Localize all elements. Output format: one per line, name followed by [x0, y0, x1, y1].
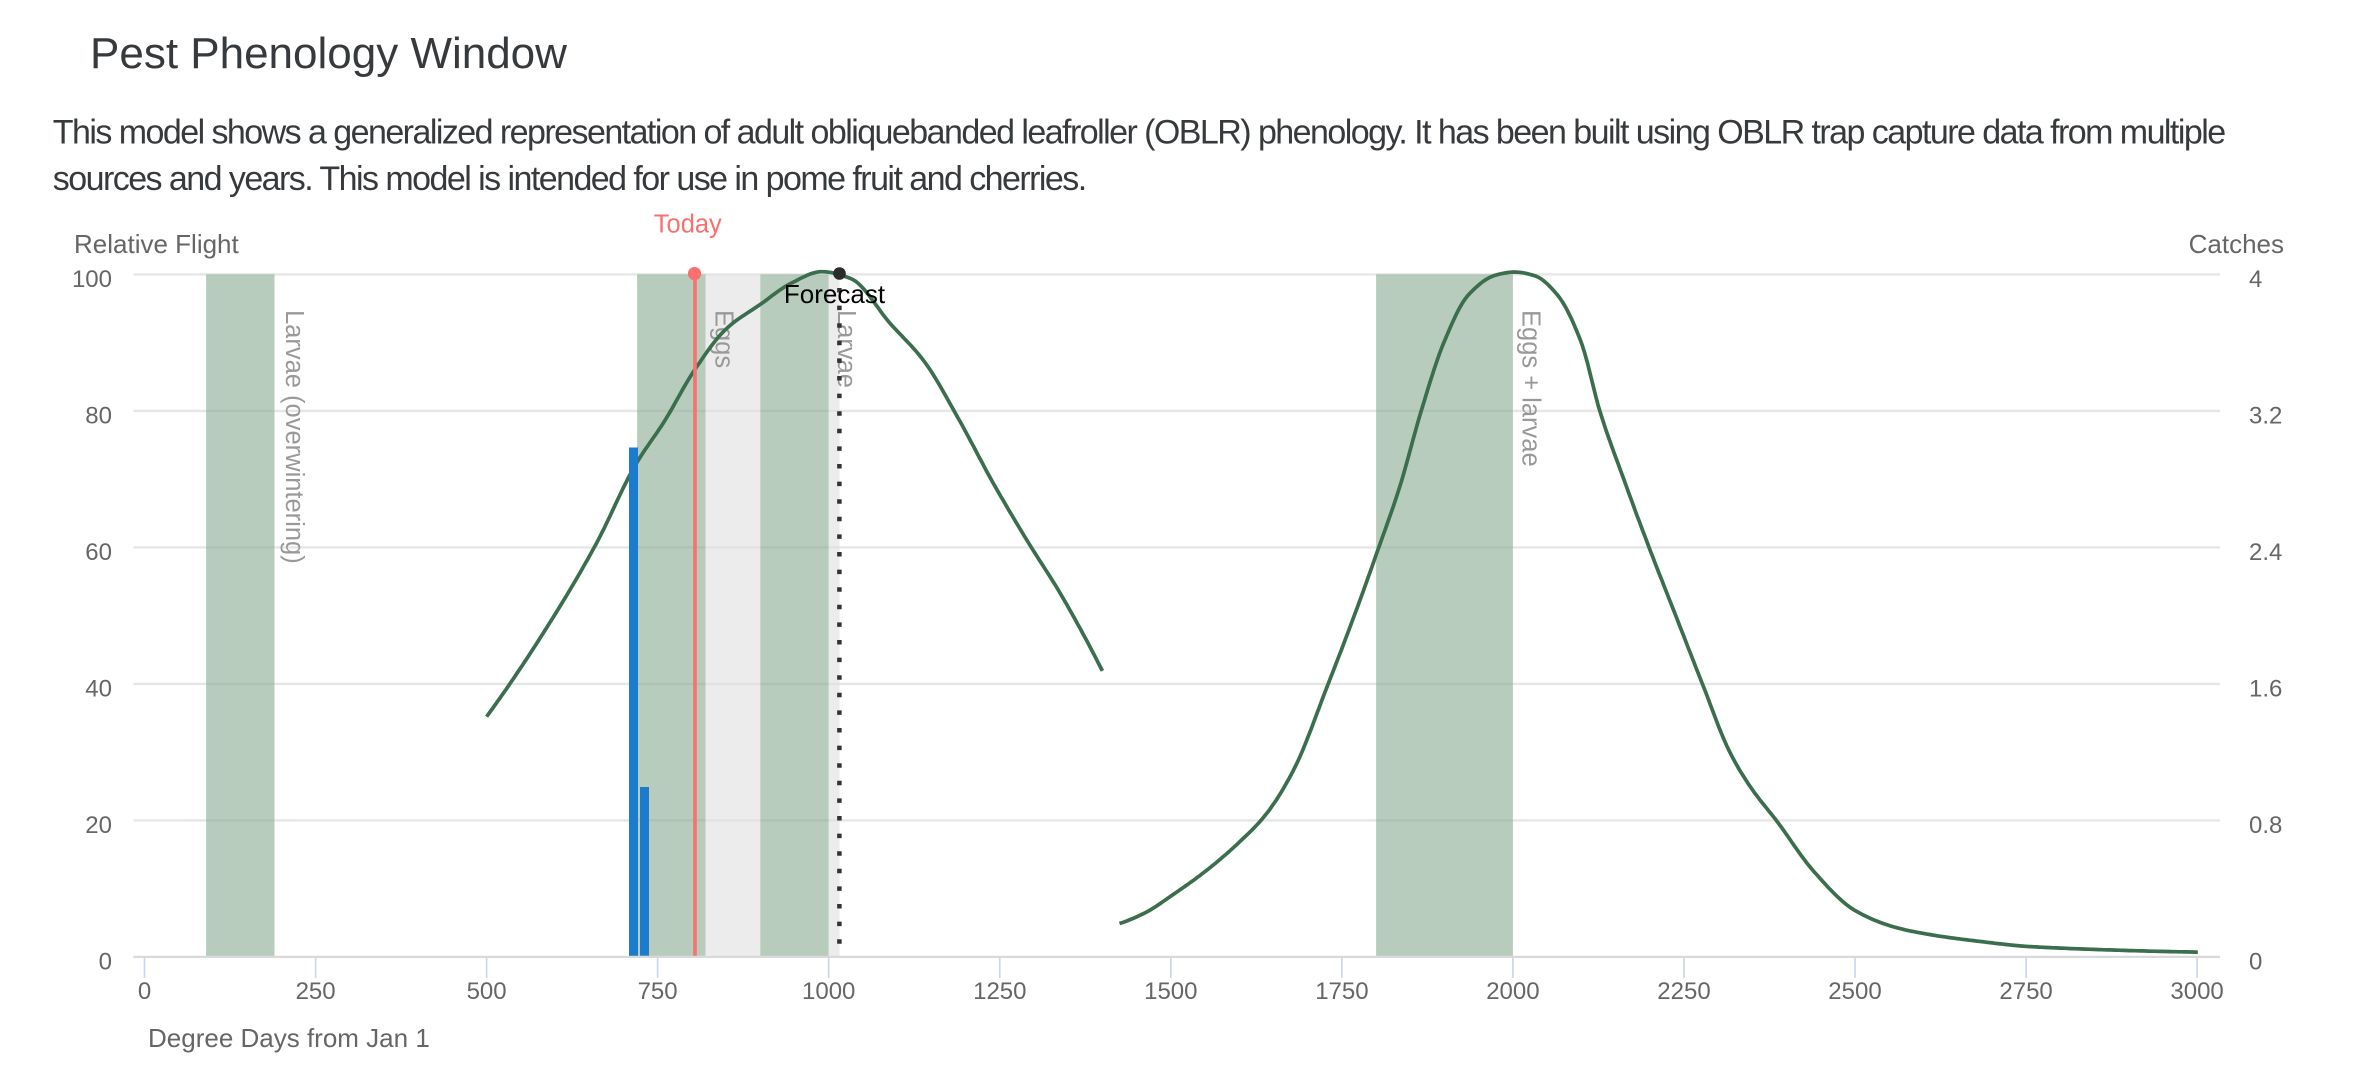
svg-text:Forecast: Forecast [784, 279, 886, 309]
svg-text:1000: 1000 [802, 978, 855, 1005]
svg-text:Degree Days from Jan 1: Degree Days from Jan 1 [148, 1023, 430, 1053]
svg-text:0: 0 [2249, 948, 2262, 975]
svg-text:Larvae (overwintering): Larvae (overwintering) [280, 310, 308, 564]
svg-text:20: 20 [85, 812, 112, 839]
svg-text:3000: 3000 [2170, 978, 2223, 1005]
svg-text:Relative Flight: Relative Flight [74, 229, 240, 259]
svg-text:100: 100 [72, 266, 112, 293]
svg-text:1500: 1500 [1144, 978, 1197, 1005]
svg-text:1250: 1250 [973, 978, 1026, 1005]
svg-text:1.6: 1.6 [2249, 675, 2282, 702]
svg-text:Catches: Catches [2189, 229, 2284, 259]
svg-text:2250: 2250 [1657, 978, 1710, 1005]
svg-text:2750: 2750 [1999, 978, 2052, 1005]
svg-text:2500: 2500 [1828, 978, 1881, 1005]
svg-text:500: 500 [467, 978, 507, 1005]
svg-text:0: 0 [138, 978, 151, 1005]
svg-text:0.8: 0.8 [2249, 812, 2282, 839]
svg-text:250: 250 [296, 978, 336, 1005]
svg-text:40: 40 [85, 675, 112, 702]
svg-text:750: 750 [638, 978, 678, 1005]
svg-text:1750: 1750 [1315, 978, 1368, 1005]
svg-text:3.2: 3.2 [2249, 402, 2282, 429]
svg-text:This model shows a generalized: This model shows a generalized represent… [53, 114, 2225, 152]
svg-text:4: 4 [2249, 266, 2262, 293]
svg-text:Eggs: Eggs [710, 310, 738, 368]
svg-text:Eggs + larvae: Eggs + larvae [1517, 310, 1545, 467]
svg-text:2.4: 2.4 [2249, 539, 2282, 566]
svg-text:80: 80 [85, 402, 112, 429]
svg-text:Today: Today [654, 211, 722, 239]
svg-text:Larvae: Larvae [832, 310, 860, 388]
svg-text:sources and years. This model: sources and years. This model is intende… [53, 160, 1086, 198]
svg-text:60: 60 [85, 539, 112, 566]
svg-text:0: 0 [99, 948, 112, 975]
svg-text:2000: 2000 [1486, 978, 1539, 1005]
svg-text:Pest Phenology Window: Pest Phenology Window [90, 29, 567, 78]
